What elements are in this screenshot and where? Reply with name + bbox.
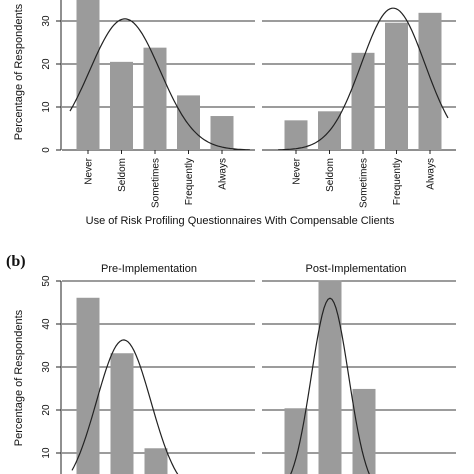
bar <box>110 61 133 150</box>
y-tick-label: 10 <box>41 101 52 113</box>
x-tick-label: Sometimes <box>151 158 162 208</box>
panel-b-normal-curve-right <box>290 297 370 474</box>
x-tick-label: Frequently <box>392 158 403 205</box>
bar <box>284 120 308 150</box>
panel-a-x-labels-right: Never Seldom Sometimes Frequently Always <box>292 150 437 208</box>
bar <box>385 22 408 150</box>
bar <box>177 95 200 150</box>
x-tick-label: Frequently <box>184 158 195 205</box>
y-tick-label: 50 <box>41 275 52 287</box>
x-tick-label: Seldom <box>325 158 336 192</box>
y-tick-label: 10 <box>41 447 52 459</box>
y-tick-label: 0 <box>41 147 52 153</box>
panel-a-bars-right <box>284 12 442 150</box>
y-tick-label: 30 <box>41 361 52 373</box>
y-tick-label: 40 <box>41 318 52 330</box>
bar <box>418 12 442 150</box>
panel-b-facet-title-post: Post-Implementation <box>306 263 407 275</box>
x-tick-label: Seldom <box>117 158 128 192</box>
x-tick-label: Never <box>84 157 95 184</box>
panel-a-y-axis-label: Percentage of Respondents <box>13 3 25 140</box>
panel-b-bars-right <box>284 280 376 474</box>
bar <box>318 280 342 474</box>
bar <box>351 52 375 150</box>
panel-b-y-ticks: 10 20 30 40 50 <box>41 275 61 459</box>
panel-a-x-axis-label: Use of Risk Profiling Questionnaires Wit… <box>86 215 395 227</box>
panel-b-facet-title-pre: Pre-Implementation <box>101 263 197 275</box>
panel-a-bars-left <box>76 0 234 150</box>
panel-b-y-axis-label: Percentage of Respondents <box>13 309 25 446</box>
bar <box>352 388 376 474</box>
y-tick-label: 20 <box>41 404 52 416</box>
y-tick-label: 20 <box>41 58 52 70</box>
bar <box>143 47 167 150</box>
bar <box>110 353 134 474</box>
panel-a-normal-curve-left <box>69 18 251 151</box>
bar <box>76 297 100 474</box>
panel-b-bars-left <box>76 297 168 474</box>
bar <box>210 116 234 150</box>
x-tick-label: Always <box>218 158 229 190</box>
panel-b-label: (b) <box>6 253 26 270</box>
y-tick-label: 30 <box>41 15 52 27</box>
bar <box>284 408 308 474</box>
panel-a-y-ticks: 0 10 20 30 <box>41 15 61 153</box>
panel-b-normal-curve-left <box>71 339 179 474</box>
bar <box>144 448 168 474</box>
x-tick-label: Never <box>292 157 303 184</box>
panel-a-x-labels-left: Never Seldom Sometimes Frequently Always <box>84 150 229 208</box>
panel-a-normal-curve-right <box>277 7 449 151</box>
x-tick-label: Sometimes <box>359 158 370 208</box>
x-tick-label: Always <box>426 158 437 190</box>
